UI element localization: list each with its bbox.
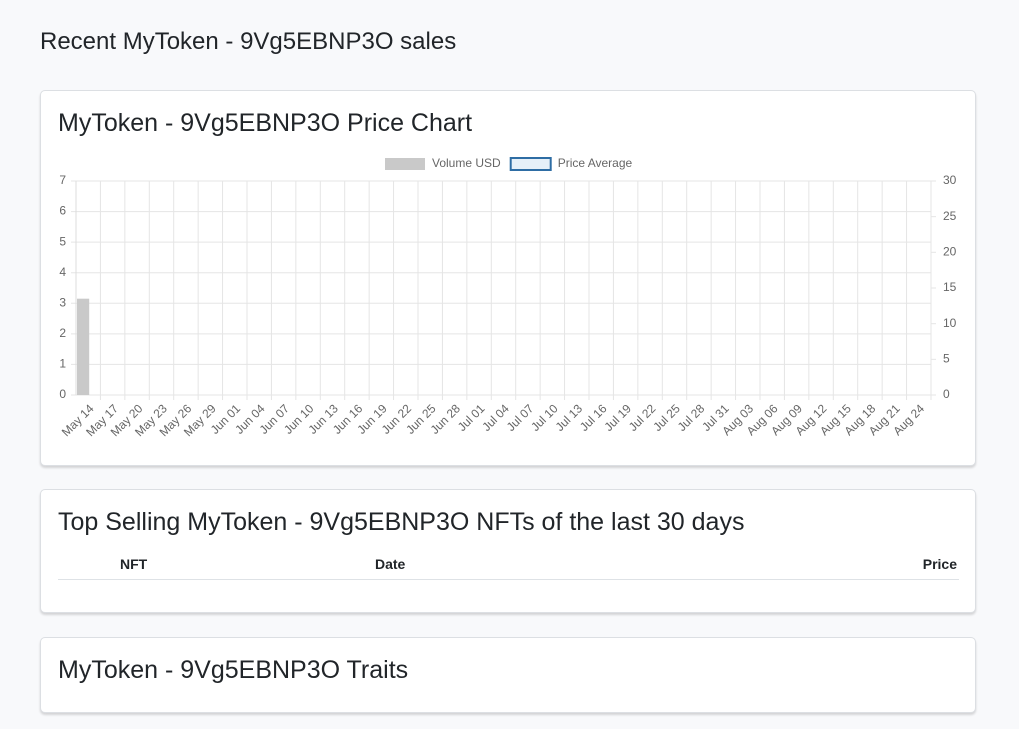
card-title: MyToken - 9Vg5EBNP3O Traits <box>58 656 409 684</box>
table-header: NFT <box>120 556 148 572</box>
x-tick-label: Jul 13 <box>553 401 586 434</box>
top-selling-card: Top Selling MyToken - 9Vg5EBNP3O NFTs of… <box>40 489 976 613</box>
y-tick-label: 6 <box>59 204 66 218</box>
legend-swatch <box>509 157 552 171</box>
chart: Volume USD Price Average 0 1 2 3 4 5 6 7 0 5 10 15 20 2… <box>59 156 957 439</box>
card-title: Top Selling MyToken - 9Vg5EBNP3O NFTs of… <box>58 508 745 536</box>
legend-swatch <box>385 158 425 170</box>
y2-tick-label: 10 <box>943 316 957 330</box>
y2-tick-label: 30 <box>943 173 957 187</box>
y-tick-label: 5 <box>59 234 66 248</box>
y-tick-label: 1 <box>59 357 66 371</box>
legend-label: Price Average <box>558 156 633 170</box>
y2-tick-label: 25 <box>943 209 957 223</box>
x-tick-label: Jul 01 <box>455 401 488 434</box>
y-tick-label: 7 <box>59 173 66 187</box>
y2-tick-label: 20 <box>943 245 957 259</box>
y2-tick-label: 15 <box>943 280 957 294</box>
legend-label: Volume USD <box>432 156 501 170</box>
y2-tick-label: 0 <box>943 387 950 401</box>
y2-tick-label: 5 <box>943 352 950 366</box>
y-tick-label: 4 <box>59 265 66 279</box>
bar <box>77 298 90 395</box>
x-tick-label: Jul 25 <box>650 401 683 434</box>
page-title: Recent MyToken - 9Vg5EBNP3O sales <box>40 28 457 55</box>
x-tick-label: Jul 10 <box>528 401 561 434</box>
y-tick-label: 0 <box>59 387 66 401</box>
y-tick-label: 2 <box>59 326 66 340</box>
x-tick-label: Jul 07 <box>504 401 537 434</box>
x-tick-label: Jul 16 <box>577 401 610 434</box>
table-rule <box>58 579 959 580</box>
x-tick-label: Jul 22 <box>626 401 659 434</box>
y-tick-label: 3 <box>59 295 66 309</box>
x-tick-label: Jul 28 <box>675 401 708 434</box>
x-tick-label: Jul 19 <box>601 401 634 434</box>
traits-card: MyToken - 9Vg5EBNP3O Traits <box>40 637 976 713</box>
chart-card: MyToken - 9Vg5EBNP3O Price Chart Volume … <box>40 90 976 466</box>
x-tick-label: Jul 04 <box>479 401 512 434</box>
card-title: MyToken - 9Vg5EBNP3O Price Chart <box>58 109 473 137</box>
table-header: Date <box>375 556 406 572</box>
table-header: Price <box>922 556 957 572</box>
